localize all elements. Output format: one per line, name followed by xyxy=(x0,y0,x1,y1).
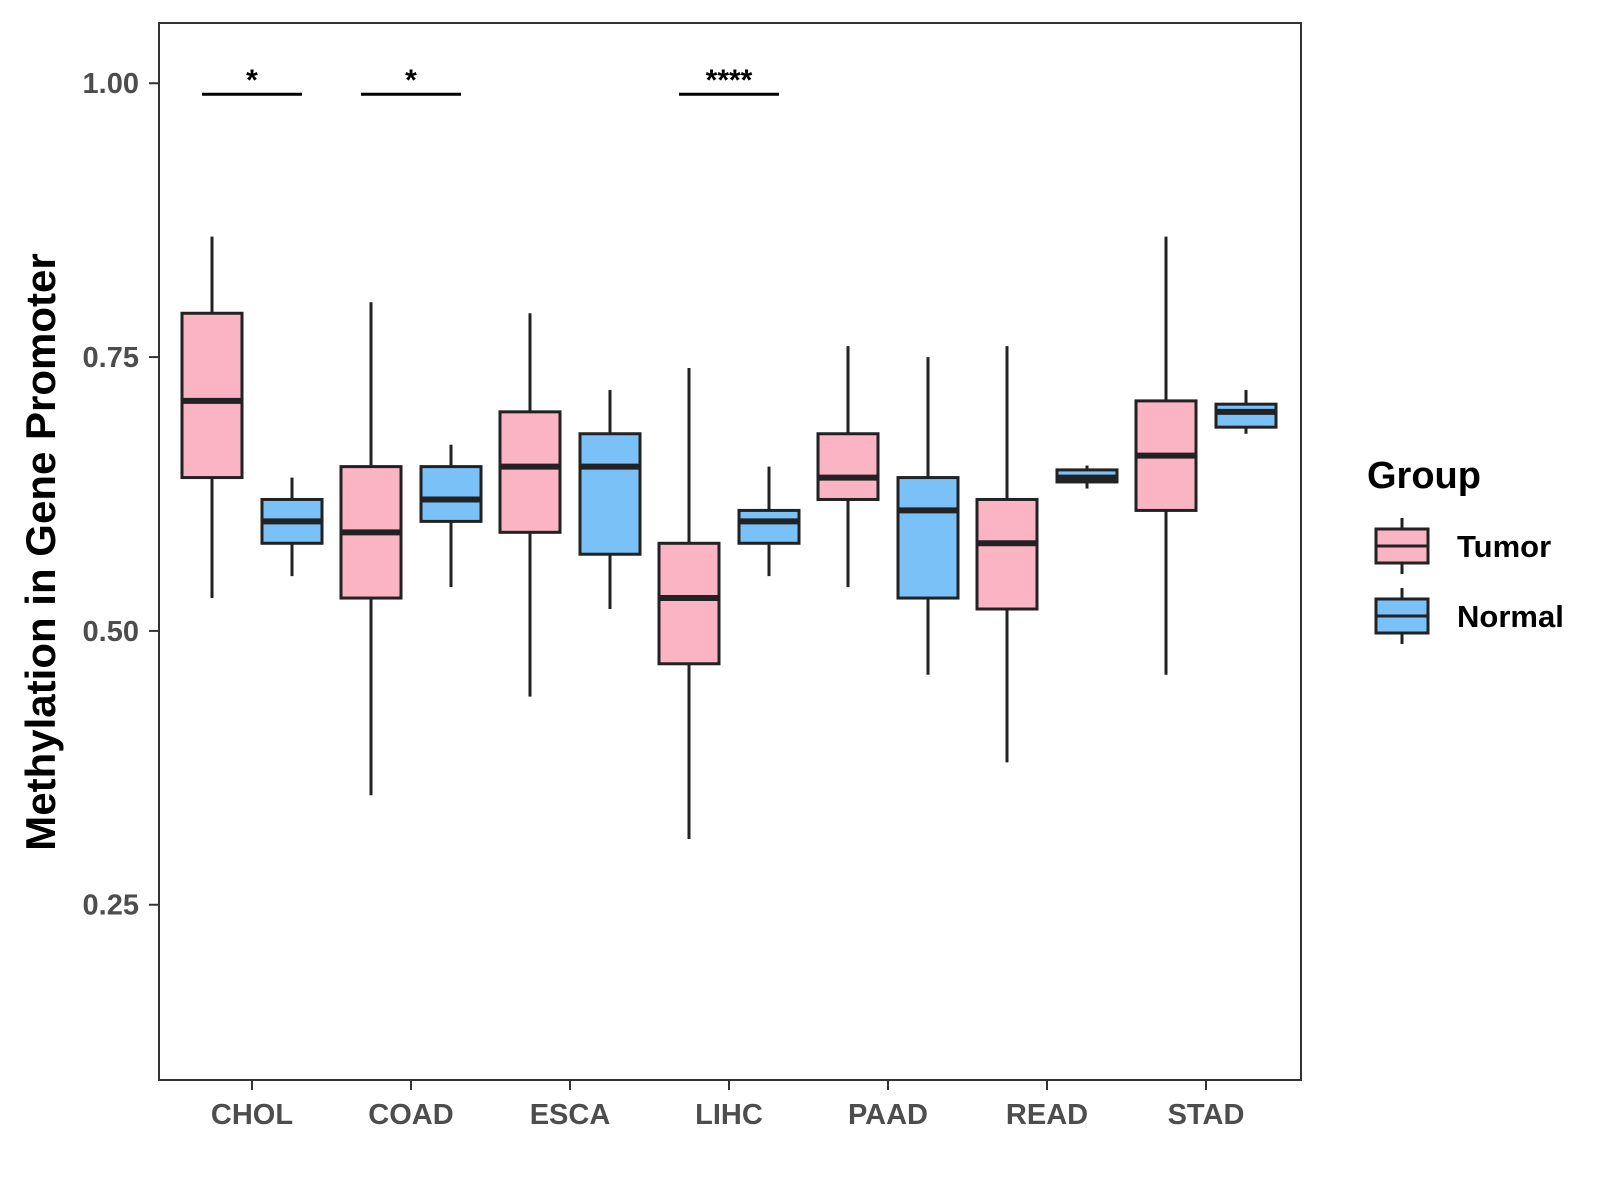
legend-item-tumor: Tumor xyxy=(1374,518,1551,574)
plot-panel-border xyxy=(158,22,1302,1081)
significance-label: **** xyxy=(706,64,753,97)
x-tick-label: STAD xyxy=(1168,1099,1245,1131)
box-tumor-read xyxy=(975,346,1039,763)
significance-coad: * xyxy=(361,64,461,97)
x-tick-label: CHOL xyxy=(211,1099,293,1131)
box-normal-lihc xyxy=(737,466,801,577)
box-tumor-coad xyxy=(339,302,403,796)
legend-label: Normal xyxy=(1457,599,1564,634)
box-normal-esca xyxy=(578,389,642,610)
box-body xyxy=(657,541,721,666)
box-body xyxy=(1214,402,1278,429)
box-normal-coad xyxy=(419,444,483,588)
box-tumor-chol xyxy=(180,236,244,599)
y-axis-title: Methylation in Gene Promoter xyxy=(17,253,64,850)
box-normal-chol xyxy=(260,477,324,577)
box-body xyxy=(498,410,562,534)
x-tick-label: READ xyxy=(1006,1099,1088,1131)
x-axis: CHOL COAD ESCA LIHC PAAD READ STAD xyxy=(211,1080,1244,1131)
x-tick-label: LIHC xyxy=(695,1099,763,1131)
box-normal-paad xyxy=(896,357,960,675)
legend: Group Tumor Normal xyxy=(1367,455,1564,644)
box-body xyxy=(419,465,483,523)
significance-label: * xyxy=(405,64,417,97)
box-tumor-stad xyxy=(1134,236,1198,675)
y-tick-label: 0.50 xyxy=(83,616,139,648)
box-tumor-paad xyxy=(816,346,880,588)
x-tick-label: COAD xyxy=(368,1099,453,1131)
significance-chol: * xyxy=(202,64,302,97)
box-normal-stad xyxy=(1214,389,1278,434)
box-body xyxy=(896,476,960,600)
significance-lihc: **** xyxy=(679,64,779,97)
box-tumor-lihc xyxy=(657,368,721,840)
box-normal-read xyxy=(1055,465,1119,489)
y-axis: 0.25 0.50 0.75 1.00 xyxy=(83,68,159,922)
legend-title: Group xyxy=(1367,455,1481,497)
y-tick-label: 1.00 xyxy=(83,68,139,100)
y-tick-label: 0.25 xyxy=(83,890,139,922)
significance-label: * xyxy=(246,64,258,97)
box-series xyxy=(180,236,1278,840)
box-body xyxy=(975,497,1039,611)
legend-label: Tumor xyxy=(1457,529,1551,564)
box-body xyxy=(578,432,642,556)
x-tick-label: ESCA xyxy=(530,1099,611,1131)
box-body xyxy=(737,508,801,545)
y-tick-label: 0.75 xyxy=(83,342,139,374)
box-tumor-esca xyxy=(498,313,562,697)
significance-annotations: * * **** xyxy=(202,64,779,97)
box-body xyxy=(816,432,880,501)
box-body xyxy=(180,311,244,480)
legend-item-normal: Normal xyxy=(1374,588,1564,644)
x-tick-label: PAAD xyxy=(848,1099,928,1131)
